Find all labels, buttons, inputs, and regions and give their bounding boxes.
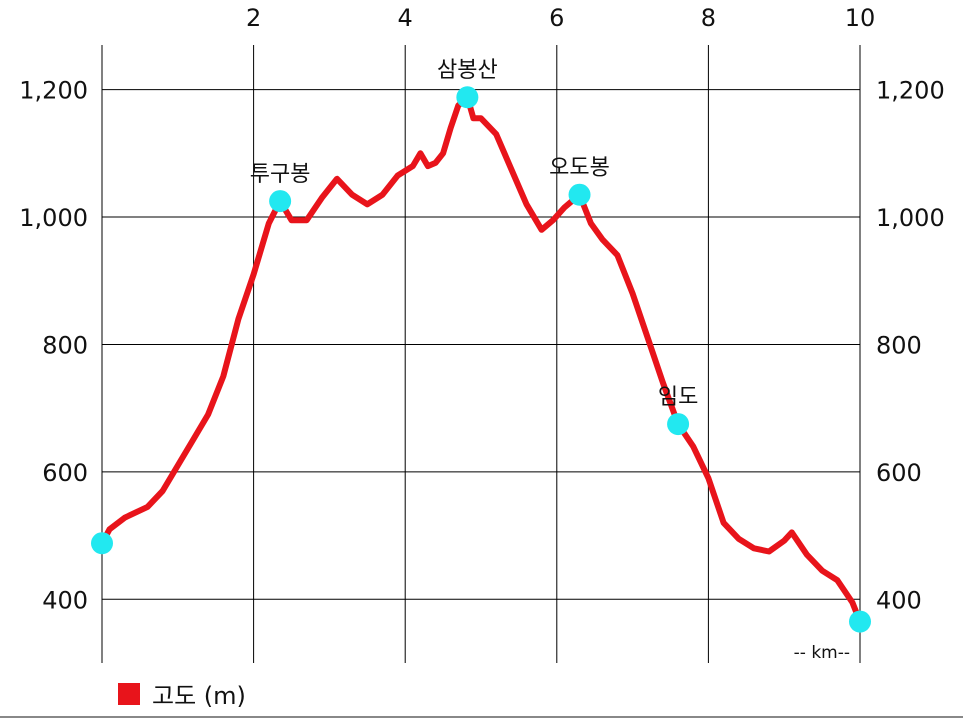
x-tick-label: 8 xyxy=(701,4,716,32)
y-tick-label-left: 600 xyxy=(42,459,88,487)
legend-swatch xyxy=(118,682,140,705)
y-tick-label-right: 600 xyxy=(876,459,922,487)
waypoint-label: 투구봉 xyxy=(250,162,311,187)
bottom-divider xyxy=(0,716,963,718)
waypoint-marker xyxy=(269,190,292,213)
waypoint-marker xyxy=(91,532,113,555)
series-layer xyxy=(99,94,863,625)
y-tick-label-left: 400 xyxy=(42,586,88,614)
axis-ticks: 2 4 6 8 10 400 400 600 600 800 800 1,000 1,000 1,200 1… xyxy=(19,4,944,614)
y-tick-label-right: 1,000 xyxy=(876,204,945,232)
waypoint-label: 임도 xyxy=(658,385,698,410)
waypoint-label: 오도봉 xyxy=(549,156,610,181)
waypoint-marker xyxy=(849,610,871,633)
y-tick-label-left: 800 xyxy=(42,331,88,359)
legend-label: 고도 (m) xyxy=(152,682,246,710)
x-tick-label: 6 xyxy=(549,4,564,32)
x-axis-unit-label: -- km-- xyxy=(794,643,850,663)
y-tick-label-left: 1,200 xyxy=(19,77,88,105)
waypoint-marker xyxy=(456,86,479,109)
waypoint-marker xyxy=(667,413,690,436)
y-tick-label-right: 1,200 xyxy=(876,77,945,105)
y-tick-label-right: 800 xyxy=(876,331,922,359)
x-tick-label: 4 xyxy=(398,4,413,32)
waypoint-marker xyxy=(568,183,591,206)
y-tick-label-right: 400 xyxy=(876,586,922,614)
x-tick-label: 10 xyxy=(845,4,876,32)
x-tick-label: 2 xyxy=(246,4,261,32)
legend: 고도 (m) xyxy=(118,676,246,711)
grid-lines xyxy=(101,45,861,663)
waypoint-label: 삼봉산 xyxy=(437,58,498,83)
y-tick-label-left: 1,000 xyxy=(19,204,88,232)
elevation-line xyxy=(99,94,863,625)
